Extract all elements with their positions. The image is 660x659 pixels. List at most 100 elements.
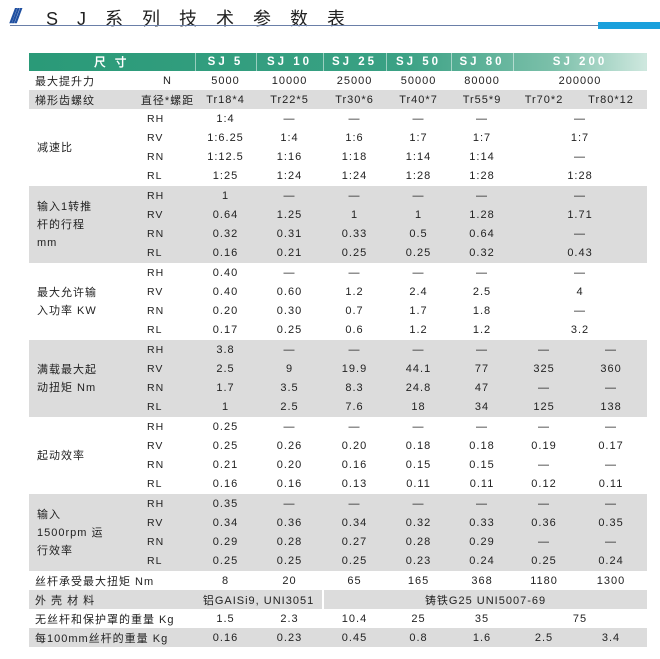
value-cell: 0.45 [323,628,387,647]
table-row: 最大提升力 N 5000 10000 25000 50000 80000 200000 [29,71,647,90]
value-cell: 44.1 [386,359,452,379]
value-cell: — [574,266,587,279]
value-cell: 1.2 [409,324,428,337]
value-cell: — [575,340,648,360]
value-cell: — [574,112,587,125]
value-cell: Tr18*4 [195,90,257,109]
value-cell: 1.71 [513,205,648,225]
table-row: 满载最大起 动扭矩 Nm RH 3.8— — — — — — [29,340,648,417]
value-cell: 325 [513,359,576,379]
value-cell: — [574,151,587,164]
variant-label: RH [140,494,196,514]
value-cell: 138 [575,397,648,417]
variant-label: RN [147,459,165,472]
row-label: 丝杆承受最大扭矩 Nm [35,575,155,588]
value-cell: 25 [411,612,426,625]
value-cell: 3.5 [256,378,324,398]
value-cell: — [575,532,648,552]
variant-label: RV [140,359,196,379]
value-cell: 0.64 [451,224,514,244]
value-cell: 1:7 [472,131,492,144]
variant-label: RV [140,513,196,533]
value-cell: 368 [471,574,493,587]
value-cell: 1:25 [212,170,239,183]
triple-slash-icon: /// [10,6,21,28]
table-row: 最大允许输 入功率 KW RH 0.40 — — — — — [29,263,647,317]
value-cell: 0.16 [341,459,368,472]
value-cell: 165 [407,574,430,587]
value-cell: — [323,340,387,360]
value-cell: 0.23 [256,628,324,647]
value-cell: 1:4 [216,112,235,125]
value-cell: — [412,112,425,125]
value-cell: — [256,494,324,514]
value-cell: 2.4 [409,285,428,298]
row-label: 外 壳 材 料 [29,590,196,609]
value-cell: 3.8 [195,340,257,360]
table-row: RN 0.20 0.30 0.7 1.7 1.8 — [29,302,647,321]
value-cell: 10.4 [341,612,368,625]
table-row: RL 0.16 0.21 0.25 0.25 0.32 0.43 [29,243,648,263]
value-cell: 0.24 [451,551,514,571]
value-cell: 7.6 [323,397,387,417]
row-label: 无丝杆和保护罩的重量 Kg [35,613,175,626]
table-row: 输入1转推 杆的行程 mm RH 1— — — — — [29,186,648,263]
value-cell: — [513,494,576,514]
value-cell: 1:28 [469,170,495,183]
value-cell: 77 [451,359,514,379]
value-cell: 47 [451,378,514,398]
value-cell: 200000 [558,74,602,87]
table-row: 丝杆承受最大扭矩 Nm 8 20 65 165 368 1180 1300 [29,571,647,590]
table-row: 减速比 RH 1:4 — — — — — [29,109,647,154]
value-cell: 0.20 [276,459,303,472]
block-label: 最大允许输 入功率 KW [37,286,97,317]
value-cell: 1:4 [280,131,299,144]
variant-label: RN [140,378,196,398]
value-cell: 0.21 [212,459,239,472]
value-cell: 5000 [211,74,240,87]
block-label: 输入 1500rpm 运 行效率 [29,494,140,571]
value-cell: — [451,340,514,360]
value-cell: — [323,186,387,206]
table-row: RL 0.17 0.25 0.6 1.2 1.2 3.2 [29,321,647,340]
value-cell: 0.21 [256,243,324,263]
value-cell: 0.24 [575,551,648,571]
variant-label: RL [140,551,196,571]
value-cell: 1 [195,397,257,417]
value-cell: 1:14 [405,151,432,164]
value-cell: 80000 [464,74,500,87]
value-cell: 0.29 [451,532,514,552]
variant-label: RN [147,305,165,318]
variant-label: RV [147,131,164,144]
value-cell: 1.8 [472,305,492,318]
table-row: 起动效率 RH 0.25 — — — — — — [29,417,647,462]
value-cell: 0.26 [276,439,303,452]
value-cell: 24.8 [386,378,452,398]
value-cell: 0.32 [386,513,452,533]
value-cell: 0.19 [531,439,557,452]
variant-label: RV [140,205,196,225]
value-cell: 4 [576,285,584,298]
value-cell: — [283,112,296,125]
value-cell: — [575,378,648,398]
value-cell: 125 [513,397,576,417]
table-row: RV 0.25 0.26 0.20 0.18 0.18 0.19 0.17 [29,436,647,455]
value-cell: 0.25 [323,551,387,571]
value-cell: 0.32 [195,224,257,244]
value-cell: 0.17 [212,324,239,337]
value-cell: 0.23 [386,551,452,571]
value-cell: 1.5 [216,612,235,625]
value-cell: — [323,494,387,514]
value-cell: — [513,186,648,206]
value-cell: — [256,186,324,206]
value-cell: 0.16 [195,628,257,647]
block-label: 输入1转推 杆的行程 mm [29,186,140,263]
value-cell: 0.36 [513,513,576,533]
table-row: RL 1 2.5 7.6 18 34 125 138 [29,397,648,417]
value-cell: — [476,266,489,279]
value-cell: 0.28 [386,532,452,552]
value-cell: 0.31 [256,224,324,244]
value-cell: 0.12 [531,478,557,491]
value-cell: 1:6 [345,131,364,144]
variant-label: RH [147,420,165,433]
